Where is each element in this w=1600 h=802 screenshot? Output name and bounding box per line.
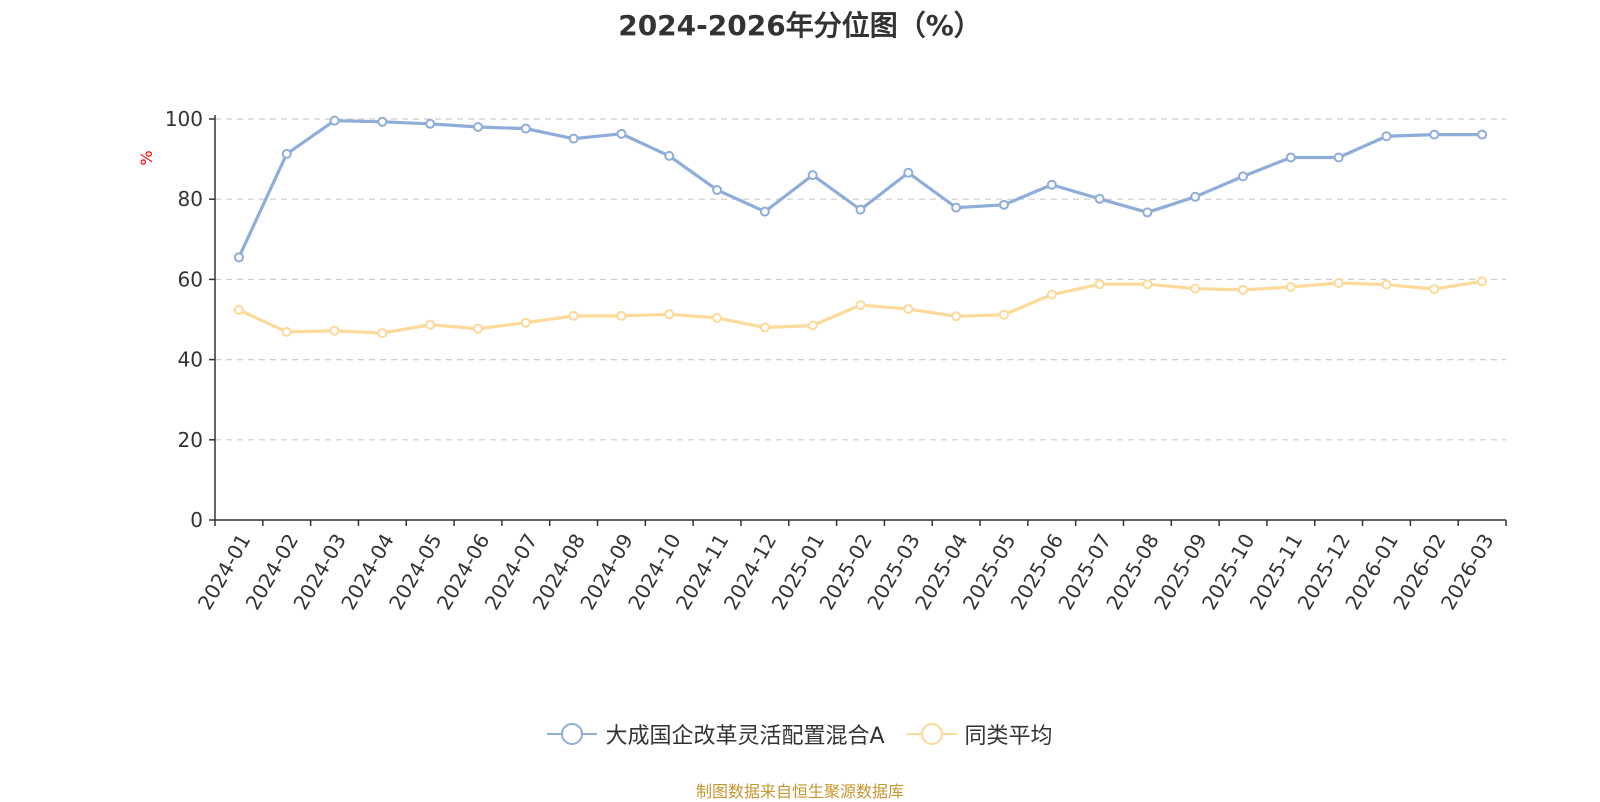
data-point (712, 312, 723, 323)
data-point (903, 167, 914, 178)
data-point (664, 309, 675, 320)
data-point (1142, 279, 1153, 290)
data-point (1333, 278, 1344, 289)
data-point (520, 317, 531, 328)
data-point (1190, 191, 1201, 202)
data-point (472, 323, 483, 334)
data-point (1285, 152, 1296, 163)
data-point (998, 309, 1009, 320)
data-point (1094, 279, 1105, 290)
data-point (1190, 283, 1201, 294)
data-point (281, 326, 292, 337)
data-point (903, 304, 914, 315)
data-point (951, 311, 962, 322)
source-note: 制图数据来自恒生聚源数据库 (695, 782, 904, 801)
data-point (1429, 284, 1440, 295)
data-point (377, 116, 388, 127)
y-tick-label: 0 (190, 508, 203, 532)
axes (209, 115, 1507, 526)
data-point (951, 202, 962, 213)
legend-label: 同类平均 (964, 724, 1053, 749)
y-axis-title: % (137, 150, 156, 165)
data-point (807, 170, 818, 181)
data-point (1477, 129, 1488, 140)
y-tick-label: 80 (178, 187, 203, 211)
data-point (759, 206, 770, 217)
legend-swatch-icon (547, 723, 598, 745)
data-point (1142, 207, 1153, 218)
data-point (1477, 276, 1488, 287)
data-point (1381, 279, 1392, 290)
data-point (616, 310, 627, 321)
data-point (998, 199, 1009, 210)
data-point (759, 322, 770, 333)
data-point (664, 150, 675, 161)
legend-swatch-icon (906, 723, 957, 745)
series-line-1 (237, 119, 1483, 259)
y-tick-label: 60 (178, 267, 203, 291)
series-lines (233, 115, 1488, 339)
data-point (568, 133, 579, 144)
legend-item-1[interactable]: 大成国企改革灵活配置混合A (547, 718, 885, 750)
legend-item-2[interactable]: 同类平均 (906, 718, 1053, 750)
data-point (329, 325, 340, 336)
data-point (425, 118, 436, 129)
data-point (1238, 284, 1249, 295)
y-tick-label: 40 (178, 348, 203, 372)
data-point (1381, 131, 1392, 142)
data-point (855, 300, 866, 311)
data-point (520, 123, 531, 134)
data-point (1046, 179, 1057, 190)
data-point (329, 115, 340, 126)
chart-title: 2024-2026年分位图（%） (618, 9, 982, 42)
data-point (855, 204, 866, 215)
data-point (1238, 171, 1249, 182)
data-point (807, 320, 818, 331)
data-point (1046, 289, 1057, 300)
data-point (472, 122, 483, 133)
data-point (233, 304, 244, 315)
tick-labels: 0204060801002024-012024-022024-032024-04… (165, 107, 1499, 614)
legend-label: 大成国企改革灵活配置混合A (605, 724, 885, 749)
data-point (377, 328, 388, 339)
legend: 大成国企改革灵活配置混合A 同类平均 (0, 718, 1600, 750)
data-point (281, 148, 292, 159)
data-point (1285, 282, 1296, 293)
data-point (616, 128, 627, 139)
data-point (233, 252, 244, 263)
data-point (568, 310, 579, 321)
y-tick-label: 20 (178, 428, 203, 452)
data-point (1333, 152, 1344, 163)
data-point (425, 319, 436, 330)
grid-lines (215, 118, 1506, 441)
y-tick-label: 100 (165, 107, 203, 131)
data-point (712, 184, 723, 195)
data-point (1094, 193, 1105, 204)
data-point (1429, 129, 1440, 140)
